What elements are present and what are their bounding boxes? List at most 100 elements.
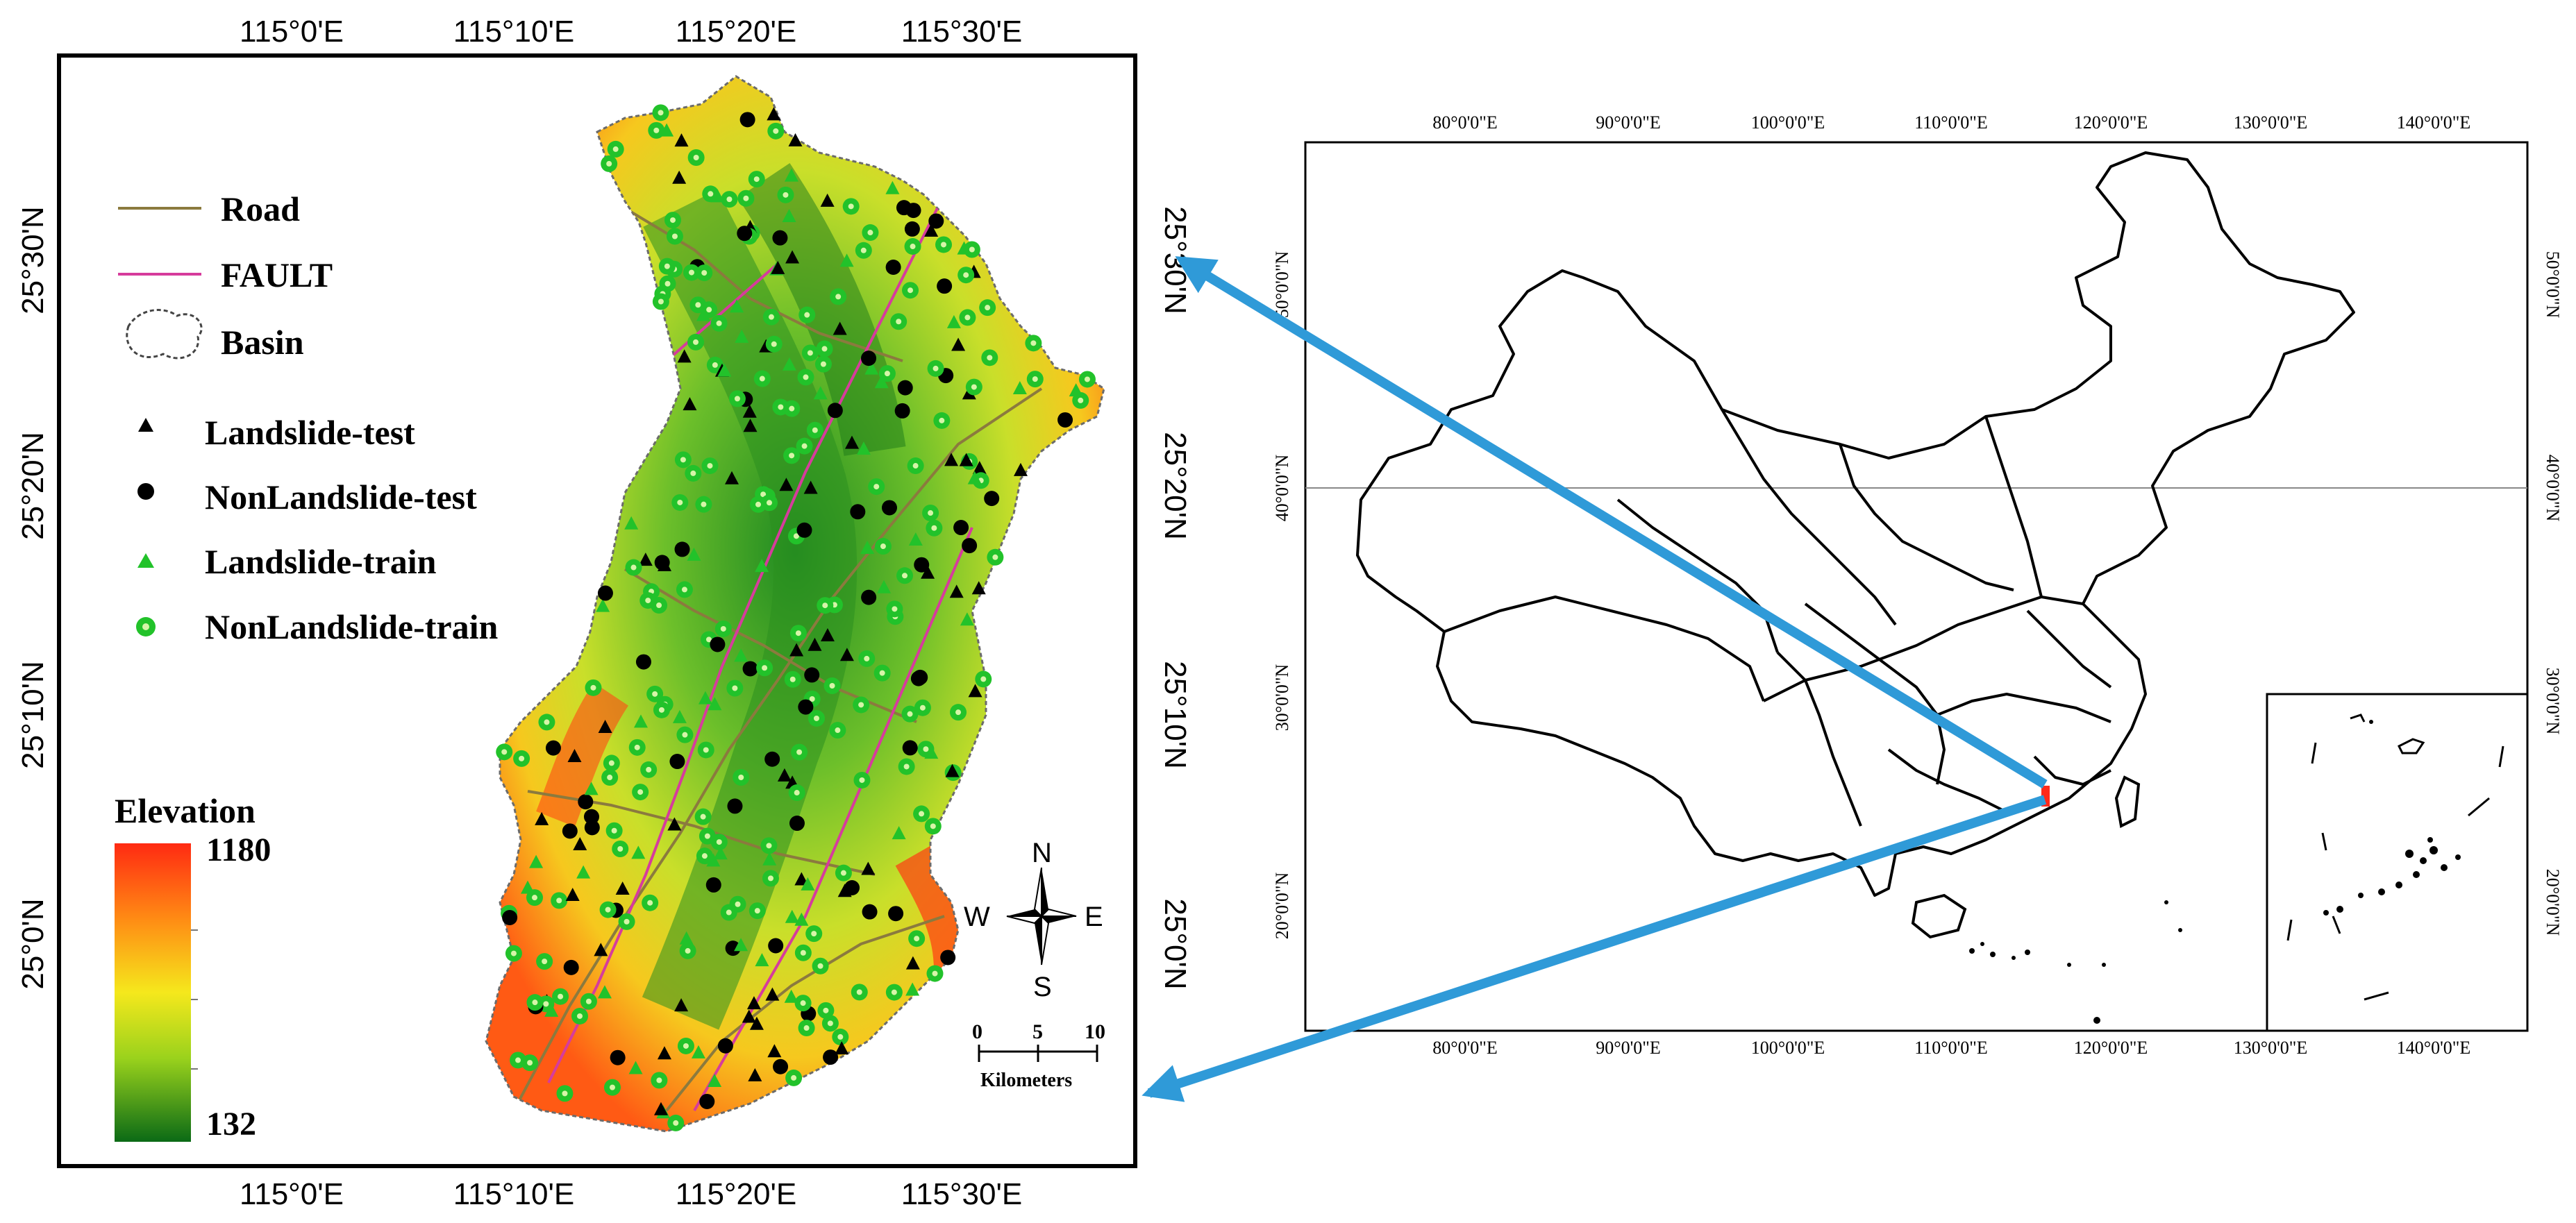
green-circle-point xyxy=(965,378,982,396)
green-circle-point xyxy=(777,186,794,203)
black-circle-point xyxy=(796,522,812,538)
green-circle-point xyxy=(667,1114,685,1131)
black-triangle-point xyxy=(615,882,630,895)
green-triangle-point xyxy=(576,865,591,879)
green-triangle-point xyxy=(596,598,610,612)
green-circle-point xyxy=(927,360,944,377)
green-circle-point xyxy=(896,567,914,584)
black-triangle-point xyxy=(971,581,986,595)
black-circle-point xyxy=(742,661,758,677)
legend-label-road: Road xyxy=(221,189,300,228)
green-triangle-point xyxy=(782,208,796,222)
right-lon-top-4: 120°0'0"E xyxy=(2074,112,2148,133)
right-lon-top-6: 140°0'0"E xyxy=(2397,112,2471,133)
right-lon-labels-bottom: 80°0'0"E 90°0'0"E 100°0'0"E 110°0'0"E 120°0'… xyxy=(1432,1038,2470,1058)
green-triangle-point xyxy=(706,853,721,867)
left-map: 115°0'E 115°10'E 115°20'E 115°30'E 115°0'E 1… xyxy=(16,15,1192,1211)
green-circle-point xyxy=(830,288,847,305)
elevation-legend: Elevation 1180 132 xyxy=(115,791,271,1142)
green-circle-point xyxy=(676,726,694,743)
right-map: 80°0'0"E 90°0'0"E 100°0'0"E 110°0'0"E 120°0'… xyxy=(1272,112,2563,1058)
black-triangle-point xyxy=(749,1016,764,1030)
black-triangle-point xyxy=(924,223,939,237)
green-triangle-point xyxy=(529,854,544,868)
right-lon-top-5: 130°0'0"E xyxy=(2234,112,2308,133)
green-circle-point xyxy=(1072,391,1089,409)
legend-label-nonlandslide-train: NonLandslide-train xyxy=(205,607,499,646)
black-circle-point xyxy=(885,260,901,276)
left-lon-labels-bottom: 115°0'E 115°10'E 115°20'E 115°30'E xyxy=(240,1177,1022,1211)
green-circle-point xyxy=(625,559,642,576)
green-circle-point xyxy=(552,988,569,1005)
green-circle-point xyxy=(812,957,829,975)
black-circle-point xyxy=(737,226,753,242)
left-lat-left-1: 25°20'N xyxy=(16,432,50,540)
green-circle-point xyxy=(975,670,992,688)
green-triangle-point xyxy=(784,989,798,1003)
green-circle-point xyxy=(808,709,825,727)
green-circle-point xyxy=(890,313,908,330)
green-circle-point xyxy=(728,390,746,407)
black-triangle-point xyxy=(945,764,960,777)
green-circle-point xyxy=(817,1002,835,1019)
green-circle-point xyxy=(788,784,805,802)
green-circle-point xyxy=(696,264,713,282)
black-triangle-point xyxy=(771,260,785,274)
green-circle-point xyxy=(829,722,846,739)
black-circle-point xyxy=(914,557,930,573)
black-circle-point xyxy=(888,906,904,922)
green-circle-point xyxy=(696,847,713,865)
green-triangle-point xyxy=(762,852,777,866)
left-lat-left-3: 25°0'N xyxy=(16,898,50,989)
green-circle-point xyxy=(652,104,669,121)
green-circle-point xyxy=(794,944,812,961)
black-circle-point xyxy=(584,820,600,836)
black-circle-point xyxy=(578,794,594,810)
green-circle-point xyxy=(695,496,712,513)
nonlandslide-test-legend-icon xyxy=(137,483,154,500)
black-circle-point xyxy=(962,538,978,554)
china-outline xyxy=(1356,151,2355,897)
black-triangle-point xyxy=(820,193,835,207)
green-triangle-point xyxy=(708,697,722,711)
black-circle-point xyxy=(937,278,953,294)
black-circle-point xyxy=(717,1038,733,1054)
green-circle-point xyxy=(904,238,921,255)
green-circle-point xyxy=(853,696,870,714)
black-triangle-point xyxy=(944,453,959,466)
green-circle-point xyxy=(853,771,871,788)
green-circle-point xyxy=(1078,371,1096,388)
green-triangle-point xyxy=(628,1061,643,1074)
green-circle-point xyxy=(783,447,801,464)
green-circle-point xyxy=(674,451,692,469)
green-circle-point xyxy=(1025,335,1042,352)
right-lon-top-2: 100°0'0"E xyxy=(1751,112,1825,133)
black-circle-point xyxy=(705,877,721,893)
green-circle-point xyxy=(496,743,513,761)
green-circle-point xyxy=(801,344,819,362)
green-circle-point xyxy=(580,993,597,1010)
black-circle-point xyxy=(894,403,910,419)
green-circle-point xyxy=(760,837,778,854)
green-circle-point xyxy=(760,494,778,512)
green-circle-point xyxy=(677,1037,694,1054)
green-circle-point xyxy=(666,228,683,245)
left-lon-top-1: 115°10'E xyxy=(453,15,574,49)
green-triangle-point xyxy=(946,314,961,328)
scale-bar: 0 5 10 Kilometers xyxy=(972,1020,1105,1091)
green-circle-point xyxy=(816,340,833,357)
green-circle-point xyxy=(571,1007,588,1024)
green-circle-point xyxy=(599,901,617,918)
green-circle-point xyxy=(601,769,619,786)
green-triangle-point xyxy=(864,361,879,375)
right-lon-bottom-1: 90°0'0"E xyxy=(1596,1038,1661,1058)
green-circle-point xyxy=(648,121,665,139)
right-lon-top-1: 90°0'0"E xyxy=(1596,112,1661,133)
green-circle-point xyxy=(585,679,602,696)
green-circle-point xyxy=(721,191,738,208)
callout-arrow-lower xyxy=(1141,795,2047,1102)
left-lat-right-1: 25°20'N xyxy=(1158,432,1192,540)
green-circle-point xyxy=(632,784,649,801)
black-circle-point xyxy=(727,798,743,814)
green-circle-point xyxy=(805,925,823,943)
